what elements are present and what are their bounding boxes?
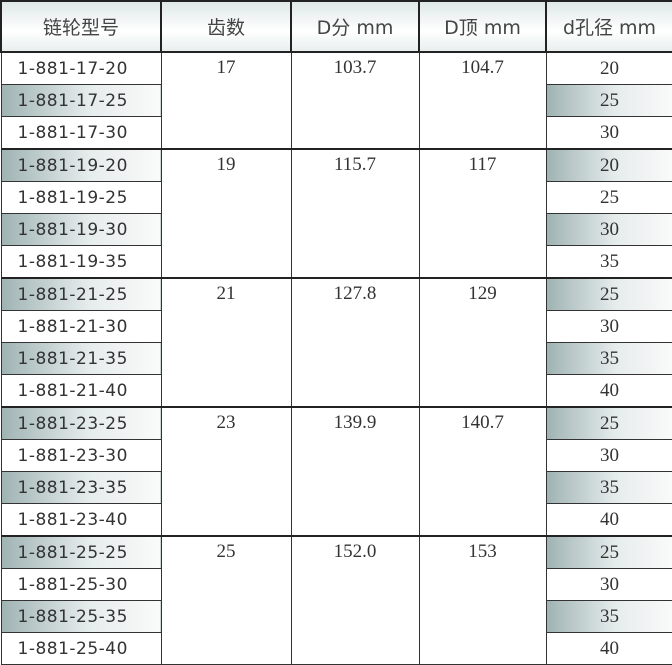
- model-cell: 1-881-25-25: [0, 535, 162, 569]
- model-cell: 1-881-25-30: [0, 568, 162, 601]
- header-tip-diameter: D顶 mm: [418, 0, 547, 53]
- bore-cell: 30: [545, 213, 672, 246]
- teeth-cell: 17: [160, 51, 292, 150]
- table-row: 1-881-17-20 17 103.7 104.7 20: [0, 51, 672, 150]
- bore-cell: 40: [545, 503, 672, 537]
- bore-cell: 30: [545, 116, 672, 150]
- model-cell: 1-881-21-25: [0, 277, 162, 311]
- header-bore: d孔径 mm: [545, 0, 672, 53]
- bore-cell: 25: [545, 181, 672, 214]
- bore-cell: 20: [545, 51, 672, 85]
- bore-cell: 20: [545, 148, 672, 182]
- bore-cell: 25: [545, 84, 672, 117]
- tip-diameter-cell: 129: [418, 277, 547, 408]
- pitch-diameter-cell: 139.9: [290, 406, 420, 537]
- table-row: 1-881-23-35 35: [0, 471, 672, 504]
- bore-cell: 40: [545, 374, 672, 408]
- tip-diameter-cell: 117: [418, 148, 547, 279]
- model-cell: 1-881-23-30: [0, 439, 162, 472]
- bore-cell: 25: [545, 535, 672, 569]
- bore-cell: 25: [545, 406, 672, 440]
- bore-cell: 35: [545, 600, 672, 633]
- model-cell: 1-881-21-40: [0, 374, 162, 408]
- bore-cell: 30: [545, 439, 672, 472]
- teeth-cell: 19: [160, 148, 292, 279]
- model-cell: 1-881-19-30: [0, 213, 162, 246]
- table-row: 1-881-25-35 35: [0, 600, 672, 633]
- table-row: 1-881-23-40 40: [0, 503, 672, 537]
- bore-cell: 35: [545, 471, 672, 504]
- tip-diameter-cell: 153: [418, 535, 547, 665]
- bore-cell: 25: [545, 277, 672, 311]
- pitch-diameter-cell: 115.7: [290, 148, 420, 279]
- table-row: 1-881-25-40 40: [0, 632, 672, 665]
- table-row: 1-881-19-35 35: [0, 245, 672, 279]
- table-row: 1-881-23-30 30: [0, 439, 672, 472]
- model-cell: 1-881-25-40: [0, 632, 162, 665]
- pitch-diameter-cell: 127.8: [290, 277, 420, 408]
- table-row: 1-881-17-25 25: [0, 84, 672, 117]
- pitch-diameter-cell: 103.7: [290, 51, 420, 150]
- model-cell: 1-881-17-20: [0, 51, 162, 85]
- header-pitch-diameter: D分 mm: [290, 0, 420, 53]
- model-cell: 1-881-21-30: [0, 310, 162, 343]
- teeth-cell: 23: [160, 406, 292, 537]
- table-row: 1-881-21-35 35: [0, 342, 672, 375]
- tip-diameter-cell: 140.7: [418, 406, 547, 537]
- table-row: 1-881-19-20 19 115.7 117 20: [0, 148, 672, 279]
- table-row: 1-881-21-25 21 127.8 129 25: [0, 277, 672, 408]
- teeth-cell: 25: [160, 535, 292, 665]
- teeth-cell: 21: [160, 277, 292, 408]
- model-cell: 1-881-25-35: [0, 600, 162, 633]
- model-cell: 1-881-23-35: [0, 471, 162, 504]
- bore-cell: 40: [545, 632, 672, 665]
- table-row: 1-881-19-30 30: [0, 213, 672, 246]
- bore-cell: 30: [545, 568, 672, 601]
- model-cell: 1-881-17-25: [0, 84, 162, 117]
- header-model: 链轮型号: [0, 0, 162, 53]
- model-cell: 1-881-19-35: [0, 245, 162, 279]
- model-cell: 1-881-19-25: [0, 181, 162, 214]
- bore-cell: 30: [545, 310, 672, 343]
- bore-cell: 35: [545, 245, 672, 279]
- model-cell: 1-881-21-35: [0, 342, 162, 375]
- table-row: 1-881-21-40 40: [0, 374, 672, 408]
- model-cell: 1-881-23-25: [0, 406, 162, 440]
- table-row: 1-881-17-30 30: [0, 116, 672, 150]
- model-cell: 1-881-19-20: [0, 148, 162, 182]
- model-cell: 1-881-23-40: [0, 503, 162, 537]
- model-cell: 1-881-17-30: [0, 116, 162, 150]
- header-row: 链轮型号 齿数 D分 mm D顶 mm d孔径 mm: [0, 0, 672, 53]
- pitch-diameter-cell: 152.0: [290, 535, 420, 665]
- table-row: 1-881-25-25 25 152.0 153 25: [0, 535, 672, 665]
- header-teeth: 齿数: [160, 0, 292, 53]
- table-row: 1-881-23-25 23 139.9 140.7 25: [0, 406, 672, 537]
- tip-diameter-cell: 104.7: [418, 51, 547, 150]
- bore-cell: 35: [545, 342, 672, 375]
- table-row: 1-881-25-30 30: [0, 568, 672, 601]
